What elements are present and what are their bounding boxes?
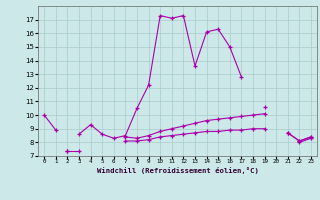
X-axis label: Windchill (Refroidissement éolien,°C): Windchill (Refroidissement éolien,°C) bbox=[97, 167, 259, 174]
